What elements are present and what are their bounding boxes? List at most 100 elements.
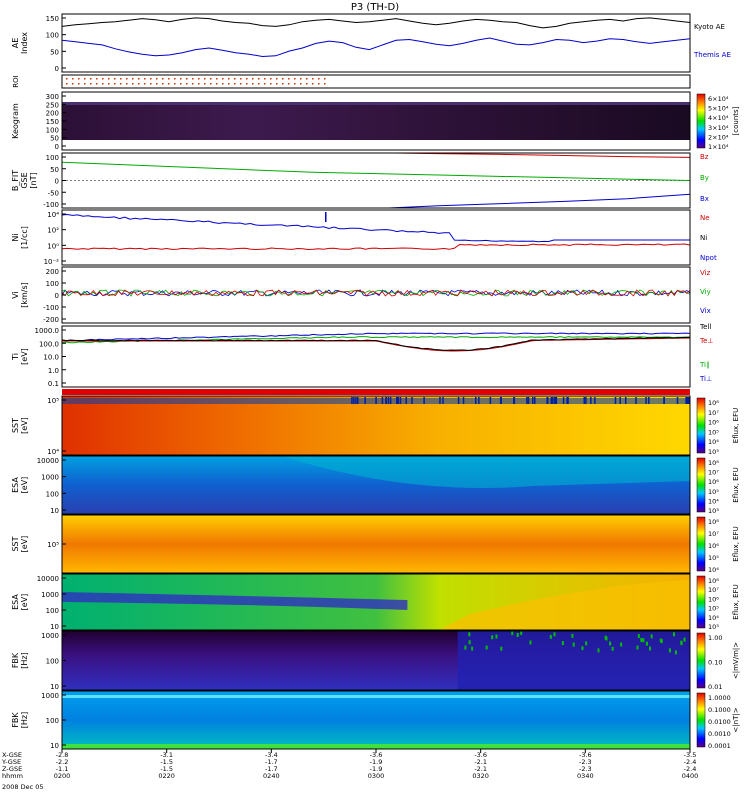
esa_elec-colorbar-tick: 10³ — [708, 623, 719, 631]
xaxis-tick-label: 0320 — [472, 772, 489, 780]
density-frame — [61, 209, 691, 266]
sst_ion-colorbar-tick: 10⁴ — [708, 438, 719, 446]
roi-marker — [282, 78, 284, 80]
fbk_e-colorbar-label: <|mV/m|> — [732, 642, 740, 679]
velocity-ytick: -200 — [43, 316, 59, 324]
fbk-e-noise-mark — [611, 646, 614, 651]
sst_ion-colorbar-tick: 10⁷ — [708, 409, 719, 417]
roi-marker — [264, 78, 266, 80]
sst-ion-noise-mark — [594, 397, 596, 404]
sst-ion-noise-mark — [687, 397, 690, 404]
keogram-ytick: 100 — [46, 126, 59, 134]
xaxis-tick-label: -1.9 — [370, 758, 383, 766]
bfield-legend-label: By — [700, 174, 709, 182]
roi-marker — [240, 78, 242, 80]
esa_ion-colorbar-tick: 10⁴ — [708, 497, 719, 505]
roi-marker — [150, 83, 152, 85]
sst_elec-colorbar-tick: 10⁷ — [708, 530, 719, 538]
esa_ion-ytick: 100 — [46, 490, 59, 498]
roi-marker — [96, 83, 98, 85]
xaxis-tick-label: -3.6 — [579, 751, 592, 759]
roi-marker — [294, 78, 296, 80]
roi-marker — [198, 83, 200, 85]
roi-marker — [318, 78, 320, 80]
sst-ion-noise-mark — [489, 397, 492, 404]
roi-marker — [312, 83, 314, 85]
density-ytick: 10⁰ — [47, 242, 59, 250]
ae-ylabel: AE — [11, 38, 20, 49]
fbk-e-noise-mark — [520, 631, 523, 636]
sst-ion-noise-mark — [526, 397, 528, 404]
ae-frame — [61, 13, 691, 73]
density-ne-line — [61, 243, 691, 251]
fbk_e-colorbar-tick: 0.10 — [708, 659, 722, 667]
roi-marker — [96, 78, 98, 80]
sst-ion-noise-mark — [624, 397, 627, 404]
fbk-b-bottom-band — [62, 744, 690, 749]
esa_elec-colorbar-tick: 10⁶ — [708, 595, 719, 603]
roi-ylabel: ROI — [12, 75, 20, 87]
fbk-e-noise-mark — [642, 638, 645, 643]
roi-marker — [102, 78, 104, 80]
fbk-e-region — [457, 631, 690, 690]
sst-ion-noise-mark — [546, 397, 549, 404]
velocity-legend-label: Vix — [700, 307, 711, 315]
bfield-ytick: 50 — [50, 166, 59, 174]
fbk-e-noise-mark — [680, 641, 683, 646]
temperature-ytick: 0.1 — [48, 380, 59, 388]
sst-ion-noise-mark — [381, 397, 384, 404]
fbk-e-noise-mark — [659, 638, 662, 643]
xaxis-row-label: Y-GSE — [1, 758, 21, 766]
fbk-e-noise-mark — [511, 631, 514, 636]
roi-marker — [318, 83, 320, 85]
velocity-series-line — [61, 289, 691, 297]
roi-marker — [150, 78, 152, 80]
roi-marker — [180, 78, 182, 80]
sst-ion-noise-mark — [442, 397, 444, 404]
roi-marker — [234, 83, 236, 85]
ae-series-line — [61, 17, 691, 29]
temperature-legend-label: Ti∥ — [699, 361, 710, 369]
sst-ion-noise-mark — [389, 397, 392, 404]
keogram-colorbar-tick: 1×10⁴ — [708, 143, 729, 151]
roi-marker — [216, 83, 218, 85]
temp-ti-perp-line — [61, 332, 691, 342]
esa_elec-ylabel: [eV] — [20, 594, 29, 611]
roi-marker — [204, 83, 206, 85]
temperature-ytick: 100.0 — [39, 340, 59, 348]
roi-marker — [138, 83, 140, 85]
esa_elec-colorbar — [696, 575, 706, 629]
velocity-ytick: 200 — [46, 268, 59, 276]
fbk_b-ytick: 10 — [50, 742, 59, 750]
xaxis-row-label: X-GSE — [2, 751, 22, 759]
keogram-colorbar — [696, 93, 706, 149]
xaxis-tick-label: -2.2 — [56, 758, 69, 766]
xaxis-tick-label: -1.9 — [370, 765, 383, 773]
keogram-ytick: 150 — [46, 118, 59, 126]
fbk_b-colorbar-tick: 0.0001 — [708, 742, 731, 750]
xaxis-tick-label: -2.3 — [579, 765, 592, 773]
roi-marker — [294, 83, 296, 85]
keogram-colorbar-tick: 4×10⁴ — [708, 114, 729, 122]
temperature-ytick: 1000.0 — [35, 327, 60, 335]
sst_ion-colorbar-tick: 10⁵ — [708, 428, 719, 436]
keogram-ytick: 300 — [46, 93, 59, 101]
xaxis-tick-label: 0300 — [368, 772, 385, 780]
esa_ion-frame — [61, 455, 691, 515]
roi-marker — [132, 78, 134, 80]
fbk-e-noise-mark — [529, 640, 532, 645]
xaxis-tick-label: -2.4 — [684, 765, 697, 773]
fbk-e-noise-mark — [581, 646, 584, 651]
roi-marker — [258, 83, 260, 85]
roi-marker — [114, 83, 116, 85]
density-ytick: 10⁴ — [47, 211, 59, 219]
roi-marker — [72, 83, 74, 85]
sst-ion-noise-mark — [619, 397, 621, 404]
xaxis-tick-label: -3.6 — [370, 751, 383, 759]
sst-ion-noise-mark — [532, 397, 534, 404]
xaxis-tick-label: -3.1 — [160, 751, 173, 759]
roi-marker — [216, 78, 218, 80]
velocity-ytick: -100 — [43, 304, 59, 312]
roi-marker — [84, 83, 86, 85]
